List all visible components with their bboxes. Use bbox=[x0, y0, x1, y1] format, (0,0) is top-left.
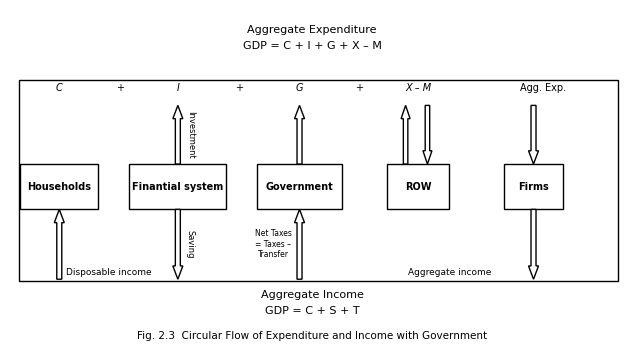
Polygon shape bbox=[529, 209, 539, 279]
Text: GDP = C + S + T: GDP = C + S + T bbox=[265, 306, 359, 316]
Text: +: + bbox=[235, 83, 243, 93]
FancyBboxPatch shape bbox=[504, 164, 563, 209]
Polygon shape bbox=[401, 105, 410, 164]
Text: +: + bbox=[116, 83, 124, 93]
FancyBboxPatch shape bbox=[387, 164, 449, 209]
FancyBboxPatch shape bbox=[130, 164, 226, 209]
Text: Finantial system: Finantial system bbox=[132, 182, 223, 192]
FancyBboxPatch shape bbox=[19, 80, 618, 281]
Polygon shape bbox=[54, 209, 64, 279]
Text: Agg. Exp.: Agg. Exp. bbox=[520, 83, 566, 93]
Text: Investment: Investment bbox=[186, 111, 195, 158]
Text: Households: Households bbox=[27, 182, 91, 192]
Text: Disposable income: Disposable income bbox=[66, 268, 152, 277]
Text: Aggregate income: Aggregate income bbox=[407, 268, 491, 277]
Text: Fig. 2.3  Circular Flow of Expenditure and Income with Government: Fig. 2.3 Circular Flow of Expenditure an… bbox=[137, 331, 487, 341]
Text: Government: Government bbox=[266, 182, 333, 192]
Text: Firms: Firms bbox=[518, 182, 549, 192]
Text: ROW: ROW bbox=[405, 182, 431, 192]
Text: +: + bbox=[355, 83, 363, 93]
Text: X – M: X – M bbox=[405, 83, 431, 93]
Text: Aggregate Income: Aggregate Income bbox=[261, 290, 363, 300]
FancyBboxPatch shape bbox=[20, 164, 99, 209]
Text: Net Taxes
= Taxes –
Transfer: Net Taxes = Taxes – Transfer bbox=[255, 229, 291, 259]
Polygon shape bbox=[295, 105, 305, 164]
Polygon shape bbox=[529, 105, 539, 164]
Text: G: G bbox=[296, 83, 303, 93]
Polygon shape bbox=[173, 209, 183, 279]
Text: I: I bbox=[177, 83, 179, 93]
Text: Saving: Saving bbox=[186, 230, 195, 259]
Text: C: C bbox=[56, 83, 62, 93]
Polygon shape bbox=[423, 105, 432, 164]
FancyBboxPatch shape bbox=[257, 164, 342, 209]
Text: Aggregate Expenditure: Aggregate Expenditure bbox=[247, 25, 377, 35]
Text: GDP = C + I + G + X – M: GDP = C + I + G + X – M bbox=[243, 41, 381, 51]
Polygon shape bbox=[295, 209, 305, 279]
Polygon shape bbox=[173, 105, 183, 164]
